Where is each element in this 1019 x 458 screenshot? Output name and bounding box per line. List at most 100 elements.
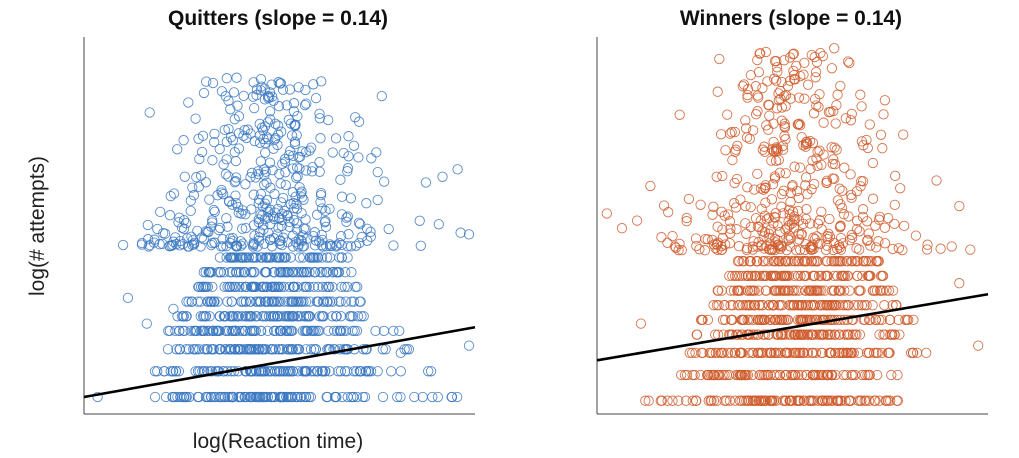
quitters-point-855 bbox=[463, 229, 475, 240]
winners-point-758 bbox=[744, 256, 755, 267]
quitters-x-axis-label: log(Reaction time) bbox=[193, 430, 363, 453]
winners-point-1148 bbox=[965, 244, 976, 255]
quitters-point-598 bbox=[342, 281, 353, 293]
quitters-point-1150 bbox=[206, 239, 217, 251]
quitters-point-944 bbox=[281, 100, 292, 111]
winners-point-381 bbox=[727, 329, 738, 340]
quitters-point-550 bbox=[268, 296, 279, 307]
quitters-point-1220 bbox=[353, 116, 365, 127]
quitters-point-293 bbox=[188, 344, 199, 355]
quitters-point-454 bbox=[263, 311, 275, 322]
quitters-point-1215 bbox=[414, 215, 425, 226]
winners-point-1031 bbox=[771, 103, 783, 114]
winners-point-1210 bbox=[973, 340, 984, 351]
quitters-point-141 bbox=[173, 366, 185, 377]
quitters-point-532 bbox=[348, 296, 360, 307]
quitters-point-503 bbox=[214, 311, 226, 322]
winners-point-1197 bbox=[777, 140, 788, 152]
winners-point-593 bbox=[839, 285, 850, 296]
winners-point-1140 bbox=[835, 220, 846, 231]
quitters-point-1042 bbox=[178, 215, 190, 226]
quitters-point-785 bbox=[279, 252, 290, 263]
winners-point-1212 bbox=[635, 318, 647, 329]
quitters-point-783 bbox=[241, 252, 252, 263]
quitters-point-315 bbox=[246, 344, 257, 355]
quitters-point-573 bbox=[226, 296, 237, 307]
quitters-point-304 bbox=[401, 344, 412, 355]
winners-point-966 bbox=[795, 70, 806, 82]
winners-point-193 bbox=[892, 369, 903, 381]
winners-point-1190 bbox=[791, 245, 802, 256]
winners-point-51 bbox=[640, 395, 651, 406]
quitters-point-724 bbox=[342, 252, 353, 263]
winners-point-798 bbox=[699, 245, 711, 256]
winners-point-1211 bbox=[954, 278, 965, 289]
quitters-point-193 bbox=[351, 366, 362, 377]
quitters-point-1017 bbox=[259, 83, 270, 94]
winners-point-763 bbox=[763, 256, 774, 267]
winners-point-872 bbox=[870, 220, 881, 231]
winners-point-494 bbox=[867, 300, 878, 311]
winners-point-1089 bbox=[857, 176, 869, 187]
winners-point-954 bbox=[724, 216, 736, 227]
quitters-point-958 bbox=[274, 238, 285, 250]
quitters-point-718 bbox=[215, 267, 226, 278]
quitters-point-720 bbox=[331, 267, 342, 278]
quitters-point-219 bbox=[259, 366, 271, 377]
quitters-point-1166 bbox=[254, 137, 266, 148]
winners-point-931 bbox=[842, 56, 854, 67]
winners-title: Winners (slope = 0.14) bbox=[680, 7, 902, 30]
winners-point-478 bbox=[893, 314, 904, 326]
quitters-point-776 bbox=[321, 252, 333, 263]
winners-point-540 bbox=[826, 300, 837, 311]
quitters-point-567 bbox=[260, 296, 272, 307]
quitters-point-1163 bbox=[388, 240, 399, 251]
quitters-point-1138 bbox=[209, 128, 220, 140]
quitters-point-206 bbox=[170, 366, 181, 377]
winners-point-689 bbox=[857, 270, 868, 282]
winners-point-1178 bbox=[776, 76, 787, 88]
winners-point-534 bbox=[788, 300, 799, 311]
winners-point-845 bbox=[810, 66, 822, 78]
winners-point-1205 bbox=[829, 43, 840, 54]
quitters-point-476 bbox=[356, 311, 367, 322]
quitters-point-925 bbox=[323, 114, 334, 126]
winners-point-364 bbox=[811, 329, 822, 340]
quitters-point-321 bbox=[243, 344, 255, 355]
winners-point-711 bbox=[758, 270, 770, 282]
quitters-point-580 bbox=[208, 296, 219, 307]
quitters-point-287 bbox=[292, 344, 303, 355]
winners-point-1180 bbox=[787, 181, 798, 192]
winners-point-1204 bbox=[760, 46, 772, 58]
winners-point-480 bbox=[754, 314, 766, 326]
winners-point-665 bbox=[795, 270, 806, 282]
winners-point-1067 bbox=[729, 126, 741, 138]
quitters-point-1032 bbox=[331, 241, 342, 252]
quitters-point-1108 bbox=[230, 155, 242, 167]
winners-point-1169 bbox=[889, 199, 900, 211]
quitters-point-1103 bbox=[264, 87, 276, 98]
winners-point-477 bbox=[726, 314, 737, 326]
winners-point-769 bbox=[774, 256, 785, 267]
quitters-point-306 bbox=[265, 344, 276, 355]
winners-point-62 bbox=[706, 395, 717, 406]
quitters-point-1142 bbox=[300, 84, 311, 96]
quitters-point-277 bbox=[191, 344, 202, 355]
quitters-point-1033 bbox=[248, 91, 259, 102]
winners-point-893 bbox=[820, 244, 832, 256]
quitters-point-419 bbox=[287, 325, 298, 337]
winners-point-1176 bbox=[749, 184, 760, 195]
winners-point-1009 bbox=[740, 218, 751, 229]
quitters-point-788 bbox=[183, 97, 194, 108]
winners-point-616 bbox=[811, 285, 823, 296]
winners-point-182 bbox=[793, 369, 804, 381]
winners-point-513 bbox=[856, 300, 868, 311]
quitters-point-852 bbox=[142, 219, 153, 231]
quitters-point-455 bbox=[220, 311, 231, 322]
quitters-point-1152 bbox=[383, 223, 394, 235]
quitters-point-949 bbox=[294, 163, 305, 174]
quitters-point-1048 bbox=[336, 191, 348, 202]
winners-point-867 bbox=[735, 194, 746, 205]
quitters-point-105 bbox=[286, 391, 297, 403]
quitters-point-336 bbox=[388, 325, 399, 337]
